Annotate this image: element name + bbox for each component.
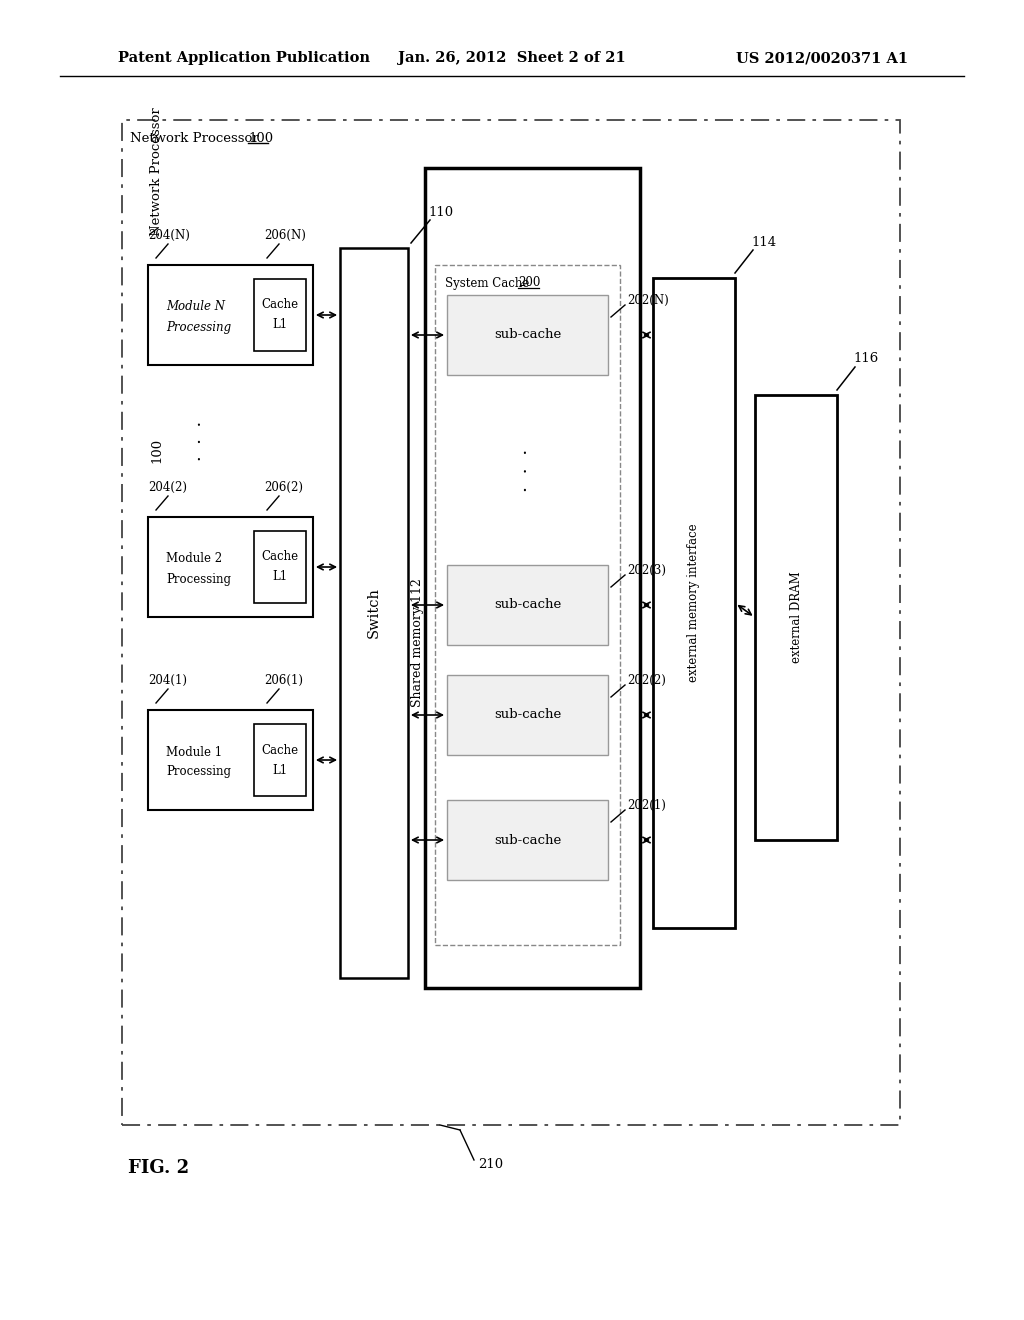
Text: Module 2: Module 2 [166,553,222,565]
Bar [425,168,640,987]
Bar [122,120,900,1125]
Text: 204(1): 204(1) [148,673,187,686]
Text: L1: L1 [272,570,288,583]
Text: sub-cache: sub-cache [494,598,561,611]
Bar [254,723,306,796]
Text: external memory interface: external memory interface [687,524,700,682]
Text: 100: 100 [248,132,273,144]
Text: 202(1): 202(1) [627,799,666,812]
Text: Module N: Module N [166,301,225,314]
Text: 100: 100 [150,437,163,462]
Text: external DRAM: external DRAM [790,572,803,664]
Text: Network Processor: Network Processor [150,103,163,236]
Bar [447,294,608,375]
Text: Jan. 26, 2012  Sheet 2 of 21: Jan. 26, 2012 Sheet 2 of 21 [398,51,626,65]
Text: 116: 116 [853,352,879,366]
Text: sub-cache: sub-cache [494,709,561,722]
Text: 206(1): 206(1) [264,673,303,686]
Bar [447,675,608,755]
Text: sub-cache: sub-cache [494,329,561,342]
Text: Patent Application Publication: Patent Application Publication [118,51,370,65]
Bar [254,531,306,603]
Bar [148,517,313,616]
Bar [148,265,313,366]
Text: 206(N): 206(N) [264,228,306,242]
Text: 114: 114 [751,235,776,248]
Text: 110: 110 [428,206,454,219]
Text: ·  ·  ·: · · · [191,421,210,461]
Text: Switch: Switch [367,587,381,639]
Text: Processing: Processing [166,766,231,779]
Text: 202(N): 202(N) [627,293,669,306]
Bar [755,395,837,840]
Bar [254,279,306,351]
Text: 206(2): 206(2) [264,480,303,494]
Bar [447,800,608,880]
Text: 202(2): 202(2) [627,673,666,686]
Bar [653,279,735,928]
Text: FIG. 2: FIG. 2 [128,1159,189,1177]
Bar [447,565,608,645]
Text: 202(3): 202(3) [627,564,666,577]
Text: L1: L1 [272,318,288,331]
Text: Processing: Processing [166,321,231,334]
Text: US 2012/0020371 A1: US 2012/0020371 A1 [736,51,908,65]
Text: Cache: Cache [261,298,299,312]
Bar [435,265,620,945]
Text: Processing: Processing [166,573,231,586]
Text: Cache: Cache [261,550,299,564]
Text: 210: 210 [478,1159,503,1172]
Bar [148,710,313,810]
Text: 204(2): 204(2) [148,480,187,494]
Text: System Cache: System Cache [445,276,534,289]
Text: ·  ·  ·: · · · [518,449,537,491]
Text: L1: L1 [272,763,288,776]
Text: Network Processor: Network Processor [130,132,263,144]
Text: sub-cache: sub-cache [494,833,561,846]
Text: 200: 200 [518,276,541,289]
Text: Module 1: Module 1 [166,746,222,759]
Text: Shared memory 112: Shared memory 112 [411,578,424,708]
Text: 204(N): 204(N) [148,228,189,242]
Text: Cache: Cache [261,743,299,756]
Bar [340,248,408,978]
